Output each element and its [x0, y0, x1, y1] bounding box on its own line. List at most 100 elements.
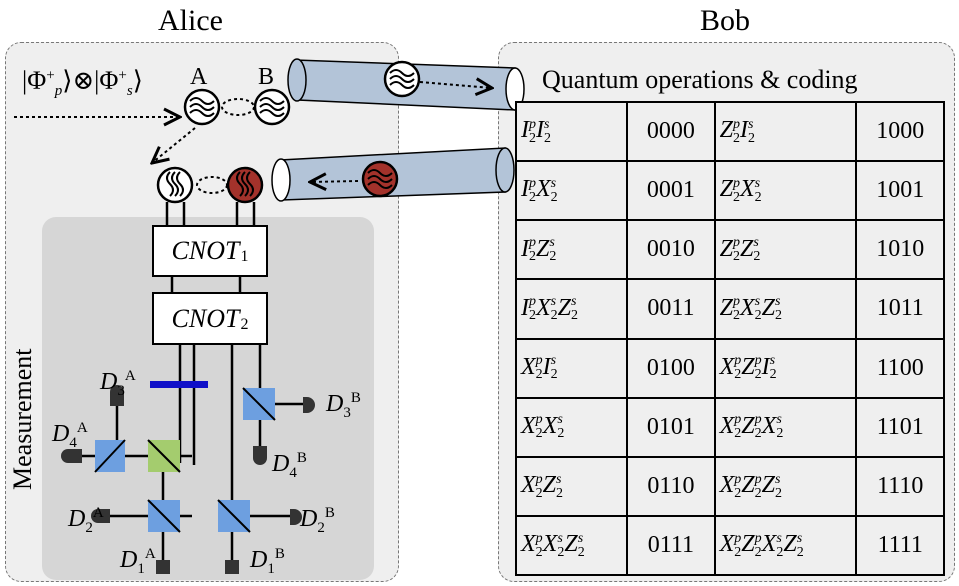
- detector-d1b-icon: [225, 560, 239, 574]
- code-cell: 0101: [626, 396, 716, 458]
- code-cell: 1110: [855, 455, 945, 517]
- photon-alice-red: [226, 166, 264, 204]
- code-cell: 0100: [626, 337, 716, 399]
- photon-a: [183, 88, 221, 126]
- splitter-blue-d2a: [147, 499, 181, 533]
- detector-d2b-icon: [290, 509, 302, 525]
- detector-shapes: [61, 385, 315, 574]
- cnot2-gate: CNOT 2: [152, 292, 268, 345]
- photon-a-label: A: [190, 64, 208, 90]
- code-cell: 1000: [855, 100, 945, 163]
- splitter-blue-d2b: [217, 499, 251, 533]
- code-cell: 0000: [626, 100, 716, 163]
- detector-d4a-icon: [61, 449, 82, 463]
- bob-title: Bob: [700, 4, 751, 37]
- detector-d4b-label: D4B: [272, 450, 307, 481]
- detector-d3a-label: D3A: [100, 368, 136, 399]
- code-cell: 1101: [855, 396, 945, 458]
- detector-d1b-label: D1B: [250, 546, 285, 577]
- table-title: Quantum operations & coding: [542, 65, 858, 94]
- cnot1-gate: CNOT 1: [152, 225, 268, 277]
- alice-title: Alice: [158, 4, 223, 37]
- entanglement-alice: [196, 176, 228, 194]
- code-cell: 0001: [626, 160, 716, 222]
- code-cell: 0110: [626, 455, 716, 517]
- detector-d1a-label: D1A: [120, 546, 156, 577]
- code-cell: 1001: [855, 160, 945, 222]
- code-cell: 0011: [626, 278, 716, 340]
- detector-d2b-label: D2B: [300, 505, 335, 536]
- to-bob-arrow: [419, 82, 492, 88]
- code-cell: 1100: [855, 337, 945, 399]
- code-cell: 1010: [855, 219, 945, 281]
- code-cell: 0111: [626, 514, 716, 577]
- photon-b: [253, 88, 291, 126]
- photon-in-fiber: [383, 60, 421, 98]
- code-cell: 1111: [855, 514, 945, 577]
- detector-d3a-icon: [110, 385, 124, 406]
- input-state: |Φ+p⟩⊗|Φ+s⟩: [22, 66, 143, 100]
- splitter-blue-d3b: [242, 387, 276, 421]
- splitter-blue-d4a: [94, 439, 126, 473]
- detector-d2a-label: D2A: [68, 505, 104, 536]
- detector-d4a-label: D4A: [52, 420, 88, 451]
- photon-b-label: B: [258, 64, 275, 90]
- photon-alice: [156, 166, 194, 204]
- detector-d3b-icon: [303, 397, 315, 413]
- a-to-alice-arrow: [152, 127, 196, 163]
